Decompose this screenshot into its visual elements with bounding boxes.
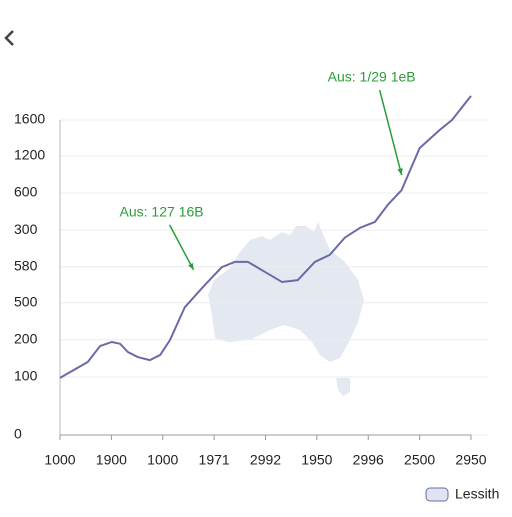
- annotation: Aus: 127 16B: [120, 204, 204, 220]
- y-tick-label: 1200: [14, 147, 45, 163]
- y-tick-label: 600: [14, 184, 38, 200]
- annotation: Aus: 1/29 1eB: [328, 69, 416, 85]
- x-tick-label: 1000: [44, 452, 75, 468]
- annotation-arrow: [168, 224, 195, 271]
- annotation-arrow: [378, 89, 403, 176]
- x-tick-label: 1900: [96, 452, 127, 468]
- legend-swatch: [425, 487, 449, 502]
- x-tick-label: 2996: [353, 452, 384, 468]
- y-tick-label: 500: [14, 293, 38, 309]
- y-tick-label: 1600: [14, 111, 45, 127]
- y-tick-label: 200: [14, 330, 38, 346]
- y-tick-label: 0: [14, 426, 22, 442]
- annotation-arrowhead: [397, 168, 403, 176]
- annotation-arrowhead: [188, 262, 194, 270]
- back-button[interactable]: [4, 30, 14, 46]
- x-tick-label: 2992: [250, 452, 281, 468]
- line: [59, 95, 472, 379]
- x-tick-label: 1971: [199, 452, 230, 468]
- y-tick-label: 100: [14, 368, 38, 384]
- y-tick-label: 300: [14, 221, 38, 237]
- y-tick-label: 580: [14, 257, 38, 273]
- x-tick-label: 1950: [301, 452, 332, 468]
- x-tick-label: 2950: [455, 452, 486, 468]
- map-background: [208, 222, 364, 396]
- x-tick-label: 2500: [404, 452, 435, 468]
- x-tick-label: 1000: [147, 452, 178, 468]
- legend-label: Lessith: [455, 486, 499, 502]
